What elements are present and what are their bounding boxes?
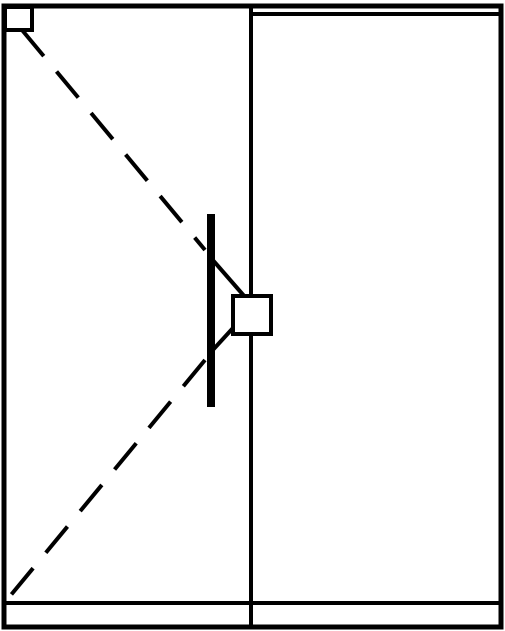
opening-line-upper <box>20 28 207 252</box>
lock-box <box>231 294 273 336</box>
opening-line-lower <box>4 358 207 603</box>
hinge-marker <box>3 5 34 32</box>
opening-line-upper-solid <box>209 256 247 299</box>
